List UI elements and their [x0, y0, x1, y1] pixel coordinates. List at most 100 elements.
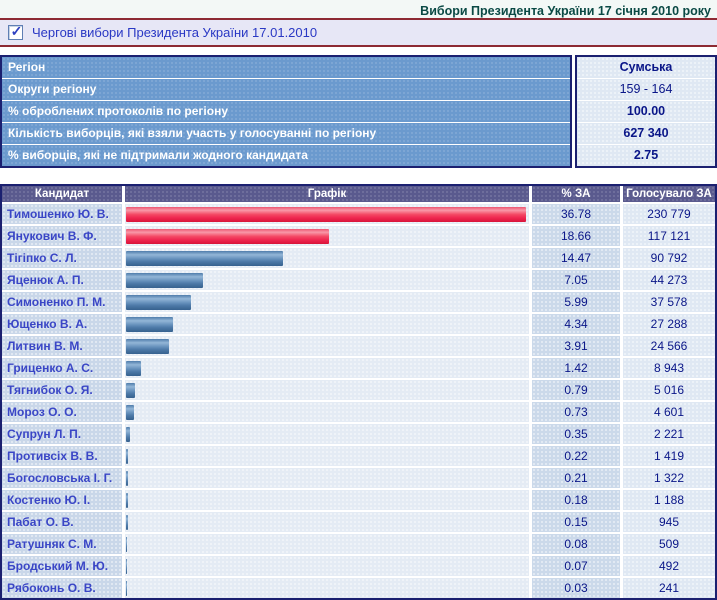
table-row: Пабат О. В. 0.15 945: [2, 512, 715, 532]
candidate-name: Гриценко А. С.: [2, 358, 122, 378]
percent-value: 4.34: [532, 314, 620, 334]
chart-cell: [125, 534, 529, 554]
vote-bar: [126, 294, 192, 310]
candidate-name: Бродський М. Ю.: [2, 556, 122, 576]
info-label: % оброблених протоколів по регіону: [2, 101, 570, 123]
percent-value: 0.18: [532, 490, 620, 510]
percent-value: 0.79: [532, 380, 620, 400]
candidate-name: Янукович В. Ф.: [2, 226, 122, 246]
table-row: Тимошенко Ю. В. 36.78 230 779: [2, 204, 715, 224]
percent-value: 0.03: [532, 578, 620, 598]
info-value: 100.00: [577, 101, 715, 123]
candidate-name: Тігіпко С. Л.: [2, 248, 122, 268]
chart-cell: [125, 336, 529, 356]
info-label: % виборців, які не підтримали жодного ка…: [2, 145, 570, 166]
votes-value: 117 121: [623, 226, 715, 246]
votes-value: 2 221: [623, 424, 715, 444]
column-header-votes: Голосувало ЗА: [623, 186, 715, 202]
table-row: Литвин В. М. 3.91 24 566: [2, 336, 715, 356]
chart-cell: [125, 424, 529, 444]
checkmark-icon: ✓: [10, 22, 23, 39]
candidate-name: Мороз О. О.: [2, 402, 122, 422]
votes-value: 44 273: [623, 270, 715, 290]
vote-bar: [126, 382, 135, 398]
results-table: Кандидат Графік % ЗА Голосувало ЗА Тимош…: [0, 184, 717, 600]
results-body: Тимошенко Ю. В. 36.78 230 779 Янукович В. Ф…: [2, 204, 715, 598]
info-value: 159 - 164: [577, 79, 715, 101]
vote-bar: [126, 360, 142, 376]
chart-cell: [125, 358, 529, 378]
info-label: Кількість виборців, які взяли участь у г…: [2, 123, 570, 145]
results-header: Кандидат Графік % ЗА Голосувало ЗА: [2, 186, 715, 202]
votes-value: 230 779: [623, 204, 715, 224]
percent-value: 18.66: [532, 226, 620, 246]
table-row: Бродський М. Ю. 0.07 492: [2, 556, 715, 576]
percent-value: 0.15: [532, 512, 620, 532]
votes-value: 4 601: [623, 402, 715, 422]
candidate-name: Тягнибок О. Я.: [2, 380, 122, 400]
info-value: Сумська: [577, 57, 715, 79]
percent-value: 1.42: [532, 358, 620, 378]
chart-cell: [125, 468, 529, 488]
votes-value: 8 943: [623, 358, 715, 378]
vote-bar: [126, 316, 174, 332]
candidate-name: Тимошенко Ю. В.: [2, 204, 122, 224]
votes-value: 37 578: [623, 292, 715, 312]
elections-checkbox[interactable]: ✓: [8, 22, 23, 40]
chart-cell: [125, 490, 529, 510]
percent-value: 0.73: [532, 402, 620, 422]
vote-bar: [126, 448, 129, 464]
table-row: Рябоконь О. В. 0.03 241: [2, 578, 715, 598]
votes-value: 90 792: [623, 248, 715, 268]
chart-cell: [125, 446, 529, 466]
chart-cell: [125, 226, 529, 246]
candidate-name: Супрун Л. П.: [2, 424, 122, 444]
table-row: Яценюк А. П. 7.05 44 273: [2, 270, 715, 290]
percent-value: 0.21: [532, 468, 620, 488]
filter-label[interactable]: Чергові вибори Президента України 17.01.…: [32, 25, 318, 40]
votes-value: 1 419: [623, 446, 715, 466]
column-header-percent: % ЗА: [532, 186, 620, 202]
filter-bar: ✓ Чергові вибори Президента України 17.0…: [0, 20, 717, 47]
candidate-name: Симоненко П. М.: [2, 292, 122, 312]
page-title: Вибори Президента України 17 січня 2010 …: [420, 4, 711, 18]
chart-cell: [125, 314, 529, 334]
percent-value: 0.22: [532, 446, 620, 466]
region-info-section: Регіон Округи регіону% оброблених протоко…: [0, 55, 717, 168]
chart-cell: [125, 556, 529, 576]
votes-value: 241: [623, 578, 715, 598]
percent-value: 0.08: [532, 534, 620, 554]
percent-value: 0.07: [532, 556, 620, 576]
votes-value: 27 288: [623, 314, 715, 334]
table-row: Янукович В. Ф. 18.66 117 121: [2, 226, 715, 246]
percent-value: 0.35: [532, 424, 620, 444]
table-row: Костенко Ю. І. 0.18 1 188: [2, 490, 715, 510]
vote-bar: [126, 206, 526, 222]
vote-bar: [126, 228, 329, 244]
candidate-name: Литвин В. М.: [2, 336, 122, 356]
vote-bar: [126, 514, 128, 530]
candidate-name: Ратушняк С. М.: [2, 534, 122, 554]
info-label: Округи регіону: [2, 79, 570, 101]
region-info-values: Сумська 159 - 164 100.00 627 340 2.75: [575, 55, 717, 168]
votes-value: 24 566: [623, 336, 715, 356]
candidate-name: Яценюк А. П.: [2, 270, 122, 290]
percent-value: 14.47: [532, 248, 620, 268]
percent-value: 5.99: [532, 292, 620, 312]
table-row: Симоненко П. М. 5.99 37 578: [2, 292, 715, 312]
vote-bar: [126, 404, 134, 420]
vote-bar: [126, 338, 169, 354]
table-row: Гриценко А. С. 1.42 8 943: [2, 358, 715, 378]
table-row: Богословська І. Г. 0.21 1 322: [2, 468, 715, 488]
vote-bar: [126, 536, 127, 552]
votes-value: 492: [623, 556, 715, 576]
percent-value: 7.05: [532, 270, 620, 290]
vote-bar: [126, 492, 128, 508]
table-row: Противсіх В. В. 0.22 1 419: [2, 446, 715, 466]
chart-cell: [125, 402, 529, 422]
chart-cell: [125, 512, 529, 532]
votes-value: 1 188: [623, 490, 715, 510]
table-row: Супрун Л. П. 0.35 2 221: [2, 424, 715, 444]
chart-cell: [125, 292, 529, 312]
